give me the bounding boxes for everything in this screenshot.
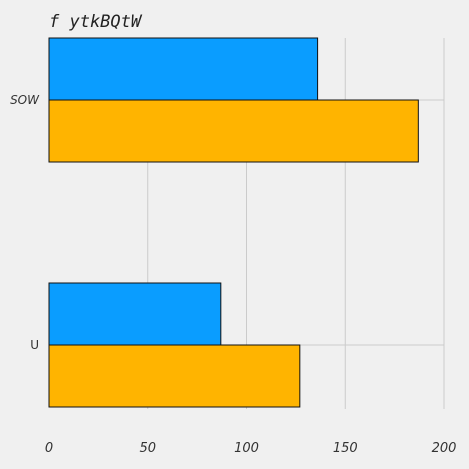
x-tick-label-200: 200 [432,441,457,456]
chart-title: f ytkBQtW [49,12,143,32]
x-tick-label-0: 0 [45,441,53,456]
bar-u-series-2 [48,344,301,408]
bar-u-series-1 [48,282,222,346]
y-tick-label-u: U [30,338,39,352]
x-axis-ticks: 0 50 100 150 200 [45,441,457,456]
y-axis-ticks: SOW U [10,93,40,352]
y-tick-label-sow: SOW [10,93,40,107]
x-tick-label-50: 50 [139,441,156,456]
bar-sow-series-2 [48,99,419,163]
x-tick-label-100: 100 [234,441,259,456]
bars [48,37,419,408]
x-tick-label-150: 150 [333,441,358,456]
bar-sow-series-1 [48,37,319,101]
